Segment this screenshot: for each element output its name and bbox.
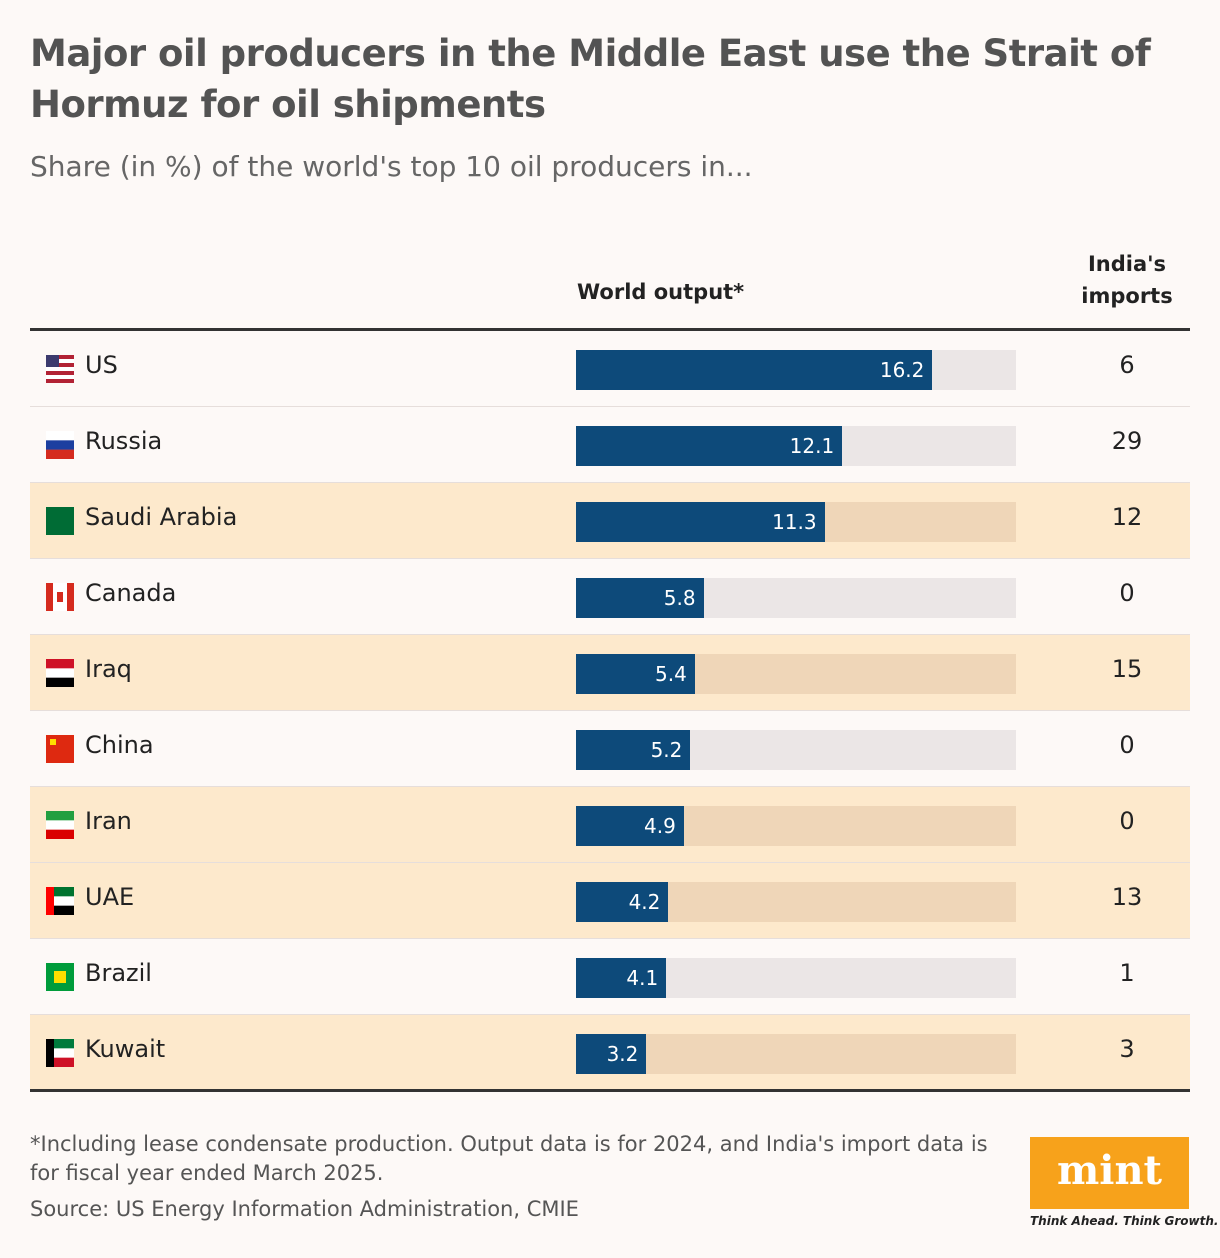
imports-value: 1 (1119, 959, 1135, 987)
table-row: Kuwait 3.2 3 (30, 1015, 1190, 1091)
bar-track: 5.2 (576, 730, 1016, 770)
tagline: Think Ahead. Think Growth. (1030, 1214, 1219, 1228)
country-label: Saudi Arabia (85, 503, 238, 531)
value-label: 5.2 (650, 738, 683, 762)
flag (46, 507, 74, 535)
country-label: China (85, 731, 154, 759)
table-row: China 5.2 0 (30, 711, 1190, 787)
table-row: Iran 4.9 0 (30, 787, 1190, 863)
value-label: 12.1 (789, 434, 835, 458)
bar-track: 4.2 (576, 882, 1016, 922)
value-label: 5.8 (663, 586, 696, 610)
table-row: Saudi Arabia 11.3 12 (30, 483, 1190, 559)
value-label: 4.9 (643, 814, 676, 838)
imports-value: 0 (1119, 807, 1135, 835)
flag (46, 431, 74, 459)
imports-value: 13 (1111, 883, 1143, 911)
bar (576, 426, 843, 466)
top-rule (30, 328, 1190, 331)
imports-value: 29 (1111, 427, 1143, 455)
bar-track: 4.9 (576, 806, 1016, 846)
bar-track: 3.2 (576, 1034, 1016, 1074)
flag (46, 355, 74, 383)
flag (46, 811, 74, 839)
flag (46, 887, 74, 915)
logo: mint (1030, 1137, 1189, 1209)
source: Source: US Energy Information Administra… (30, 1197, 579, 1221)
imports-value: 15 (1111, 655, 1143, 683)
bar (576, 882, 669, 922)
table-row: Russia 12.1 29 (30, 407, 1190, 483)
country-label: Kuwait (85, 1035, 166, 1063)
value-label: 3.2 (606, 1042, 639, 1066)
value-label: 5.4 (654, 662, 687, 686)
bar (576, 502, 825, 542)
country-label: Iran (85, 807, 132, 835)
bar (576, 958, 667, 998)
bar (576, 1034, 647, 1074)
bar (576, 578, 704, 618)
bar-track: 5.4 (576, 654, 1016, 694)
table-row: Iraq 5.4 15 (30, 635, 1190, 711)
value-label: 4.1 (626, 966, 659, 990)
table-row: Brazil 4.1 1 (30, 939, 1190, 1015)
flag (46, 1039, 74, 1067)
value-label: 4.2 (628, 890, 661, 914)
value-label: 11.3 (772, 510, 817, 534)
country-label: US (85, 351, 118, 379)
table-row: UAE 4.2 13 (30, 863, 1190, 939)
table-row: Canada 5.8 0 (30, 559, 1190, 635)
bar-track: 12.1 (576, 426, 1016, 466)
imports-value: 3 (1119, 1035, 1135, 1063)
imports-value: 6 (1119, 351, 1135, 379)
bottom-rule (30, 1089, 1190, 1092)
value-label: 16.2 (879, 358, 925, 382)
chart-title: Major oil producers in the Middle East u… (30, 32, 1151, 126)
footnote: *Including lease condensate production. … (30, 1132, 988, 1185)
flag (46, 583, 74, 611)
bar-track: 5.8 (576, 578, 1016, 618)
imports-value: 0 (1119, 731, 1135, 759)
country-label: Russia (85, 427, 163, 455)
country-label: Canada (85, 579, 177, 607)
bar (576, 806, 684, 846)
column-header: World output* (577, 280, 745, 304)
bar-track: 4.1 (576, 958, 1016, 998)
bar (576, 730, 691, 770)
country-label: Iraq (85, 655, 132, 683)
country-label: Brazil (85, 959, 152, 987)
flag (46, 963, 74, 991)
bar-track: 16.2 (576, 350, 1016, 390)
imports-value: 0 (1119, 579, 1135, 607)
bar (576, 654, 695, 694)
table-row: US 16.2 6 (30, 331, 1190, 407)
imports-value: 12 (1111, 503, 1143, 531)
flag (46, 735, 74, 763)
flag (46, 659, 74, 687)
column-header: India's imports (1081, 252, 1173, 308)
subtitle: Share (in %) of the world's top 10 oil p… (30, 150, 753, 183)
bar (576, 350, 933, 390)
bar-track: 11.3 (576, 502, 1016, 542)
country-label: UAE (85, 883, 135, 911)
